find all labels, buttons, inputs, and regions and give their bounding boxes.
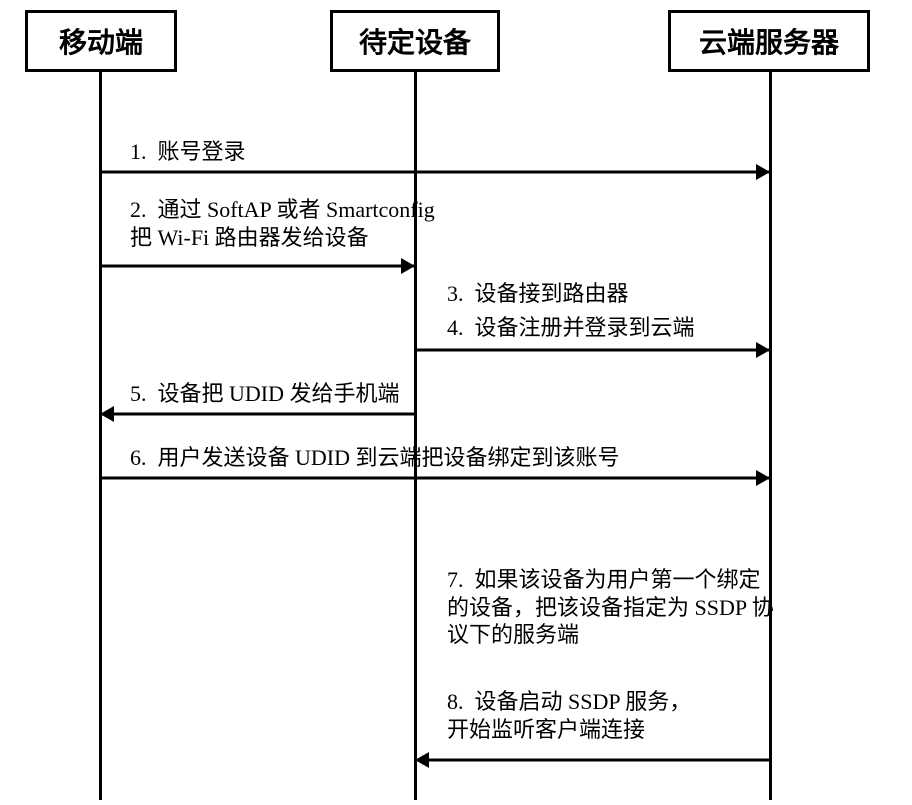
message-m3a: 3. 设备接到路由器 [447,280,629,308]
message-m8: 8. 设备启动 SSDP 服务，开始监听客户端连接 [447,688,691,743]
message-m1: 1. 账号登录 [130,138,246,166]
message-m5: 5. 设备把 UDID 发给手机端 [130,380,400,408]
message-m7: 7. 如果该设备为用户第一个绑定的设备，把该设备指定为 SSDP 协议下的服务端 [447,566,774,649]
sequence-diagram: 移动端待定设备云端服务器1. 账号登录2. 通过 SoftAP 或者 Smart… [0,0,912,805]
message-m2: 2. 通过 SoftAP 或者 Smartconfig把 Wi-Fi 路由器发给… [130,196,435,251]
message-m6: 6. 用户发送设备 UDID 到云端把设备绑定到该账号 [130,444,620,472]
message-m4: 4. 设备注册并登录到云端 [447,314,695,342]
